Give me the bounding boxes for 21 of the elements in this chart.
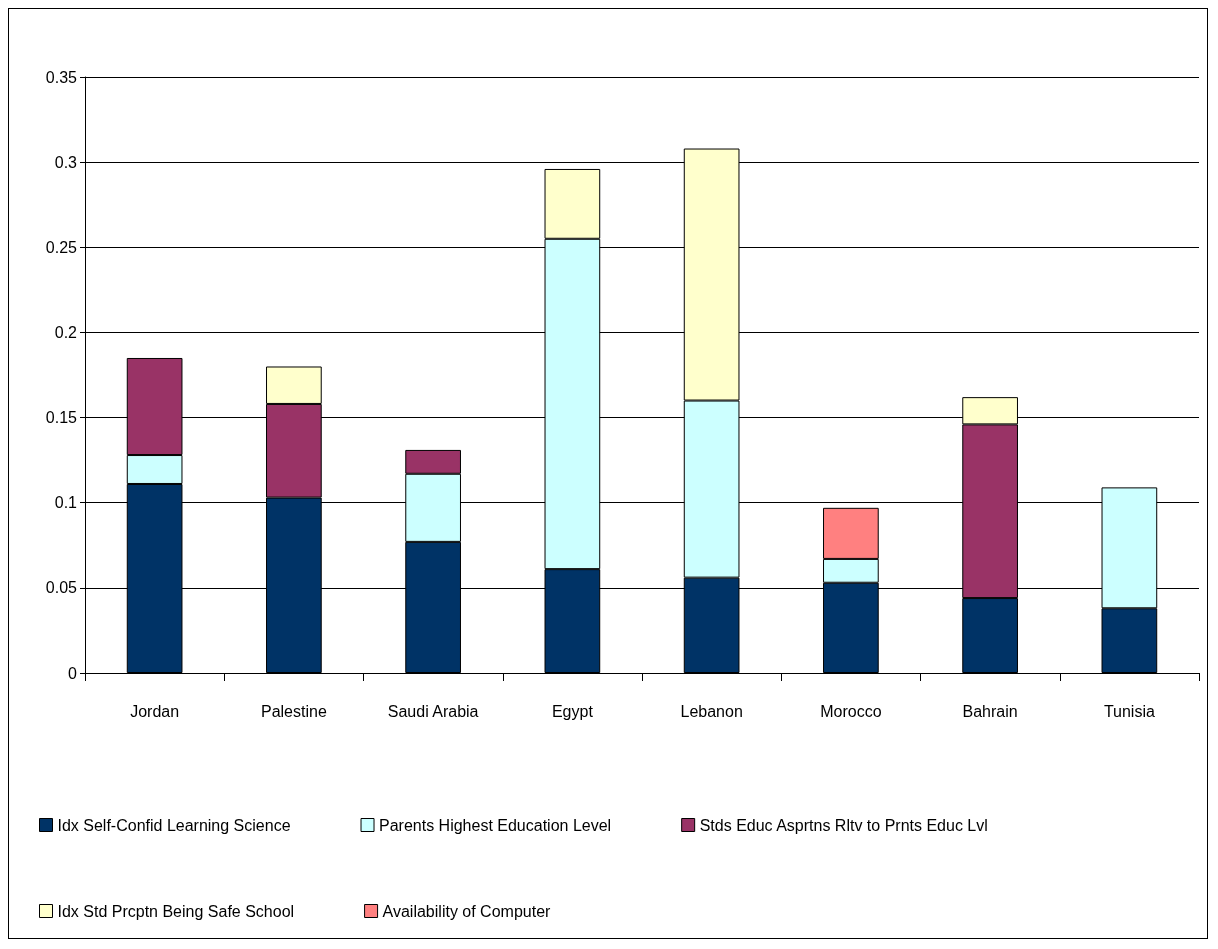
legend-label: Idx Self-Confid Learning Science <box>57 816 291 834</box>
y-tick-label: 0.1 <box>54 494 78 512</box>
y-tick-label: 0.25 <box>45 238 78 256</box>
x-tick-label: Bahrain <box>962 702 1018 720</box>
x-tick-label: Tunisia <box>1103 702 1155 720</box>
y-tick-label: 0.05 <box>45 579 78 597</box>
y-tick-label: 0.3 <box>54 153 78 171</box>
legend-label: Availability of Computer <box>382 902 552 920</box>
x-tick-label: Morocco <box>820 702 882 720</box>
x-tick-label: Saudi Arabia <box>387 702 479 720</box>
x-tick-label: Egypt <box>551 702 594 720</box>
legend-label: Parents Highest Education Level <box>379 816 612 834</box>
x-tick-label: Palestine <box>260 702 327 720</box>
y-tick-label: 0 <box>68 664 78 682</box>
y-tick-label: 0.2 <box>54 323 78 341</box>
x-tick-label: Jordan <box>130 702 180 720</box>
y-tick-label: 0.35 <box>45 68 78 86</box>
y-tick-label: 0.15 <box>45 409 78 427</box>
legend-label: Stds Educ Asprtns Rltv to Prnts Educ Lvl <box>699 816 988 834</box>
x-tick-label: Lebanon <box>680 702 743 720</box>
legend-label: Idx Std Prcptn Being Safe School <box>57 902 295 920</box>
